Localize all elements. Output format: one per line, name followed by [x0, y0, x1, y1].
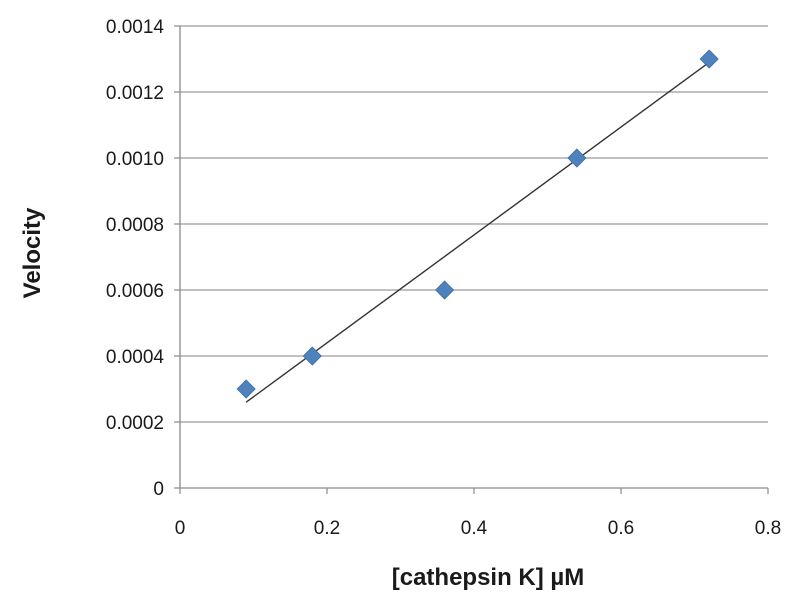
data-point	[236, 379, 256, 399]
y-tick-label: 0.0004	[106, 347, 165, 368]
y-tick-label: 0.0002	[106, 413, 164, 434]
x-tick-label: 0.4	[461, 518, 488, 539]
y-tick-label: 0.0012	[106, 83, 164, 104]
data-point	[699, 49, 719, 69]
data-point	[435, 280, 455, 300]
data-points	[236, 49, 719, 399]
y-tick-label: 0.0008	[106, 215, 164, 236]
y-tick-label: 0.0010	[106, 149, 164, 170]
y-tick-label: 0	[153, 479, 164, 500]
tick-labels: 0 0.0002 0.0004 0.0006 0.0008 0.0010 0.0012 0.0…	[106, 17, 781, 539]
x-tick-label: 0.6	[608, 518, 634, 539]
trendline-group	[245, 61, 710, 403]
gridlines	[180, 25, 768, 423]
trendline	[245, 61, 710, 403]
x-tick-label: 0.2	[314, 518, 340, 539]
data-point	[302, 346, 322, 366]
x-tick-label: 0.8	[755, 518, 781, 539]
x-tick-label: 0	[175, 518, 186, 539]
y-tick-label: 0.0014	[106, 17, 165, 38]
axes	[174, 25, 769, 494]
y-axis-title: Velocity	[19, 207, 46, 298]
y-tick-label: 0.0006	[106, 281, 164, 302]
x-axis-title: [cathepsin K] µM	[392, 564, 585, 591]
data-point	[567, 148, 587, 168]
